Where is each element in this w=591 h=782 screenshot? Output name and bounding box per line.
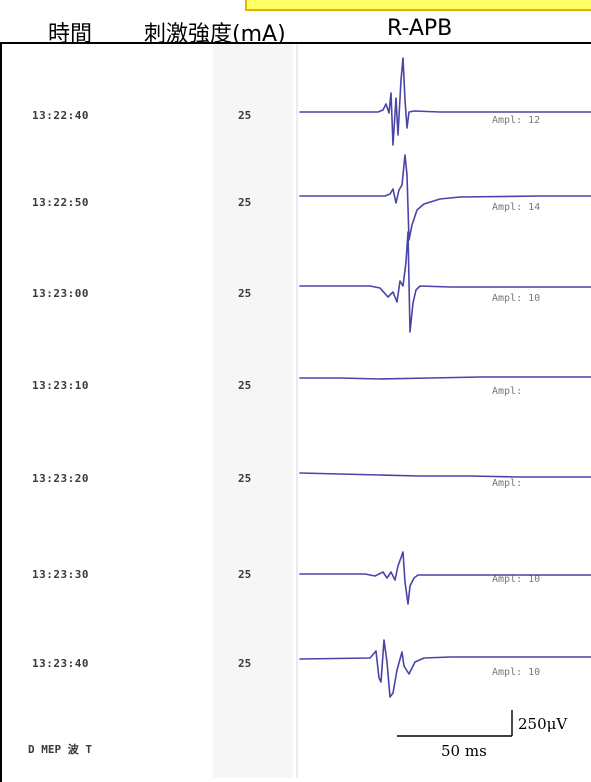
trace-column-divider	[296, 44, 298, 778]
waveform-trace	[299, 231, 591, 333]
row-stim: 25	[238, 657, 252, 670]
row-time: 13:23:30	[32, 568, 89, 581]
waveform-panel	[0, 42, 591, 782]
header-highlight-box	[245, 0, 591, 11]
row-stim: 25	[238, 379, 252, 392]
row-time: 13:22:50	[32, 196, 89, 209]
row-stim: 25	[238, 472, 252, 485]
row-amplitude: Ampl: 12	[492, 115, 541, 126]
waveform-trace	[299, 639, 591, 698]
scale-amplitude-label: 250μV	[518, 715, 568, 733]
row-amplitude: Ampl: 10	[492, 293, 541, 304]
waveform-trace	[299, 154, 591, 241]
row-stim: 25	[238, 196, 252, 209]
waveform-trace	[299, 472, 591, 478]
row-amplitude: Ampl:	[492, 478, 523, 489]
footer-label: D MEP 波 T	[28, 743, 92, 756]
row-time: 13:23:20	[32, 472, 89, 485]
row-stim: 25	[238, 287, 252, 300]
row-stim: 25	[238, 109, 252, 122]
waveform-trace	[299, 376, 591, 380]
row-amplitude: Ampl: 10	[492, 667, 541, 678]
waveform-trace	[299, 551, 591, 605]
row-time: 13:23:00	[32, 287, 89, 300]
row-time: 13:23:40	[32, 657, 89, 670]
row-amplitude: Ampl: 14	[492, 202, 541, 213]
scale-time-label: 50 ms	[441, 742, 487, 760]
column-header: 時間 刺激強度(mA) R-APB	[0, 16, 591, 47]
row-time: 13:22:40	[32, 109, 89, 122]
waveform-trace	[299, 57, 591, 146]
row-amplitude: Ampl: 10	[492, 574, 541, 585]
stim-column-band	[213, 44, 293, 778]
row-stim: 25	[238, 568, 252, 581]
row-amplitude: Ampl:	[492, 386, 523, 397]
row-time: 13:23:10	[32, 379, 89, 392]
scale-bar	[397, 710, 513, 737]
header-channel-label: R-APB	[387, 16, 453, 41]
